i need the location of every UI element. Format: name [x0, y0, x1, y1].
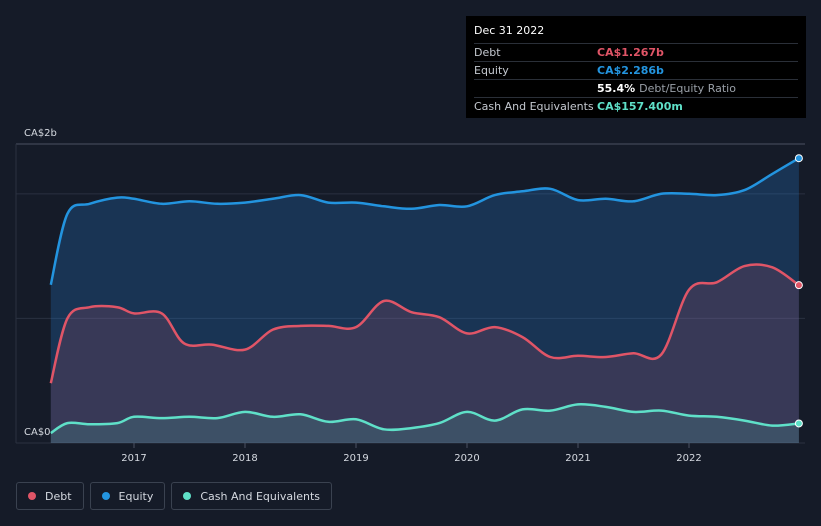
- legend-cash-label: Cash And Equivalents: [200, 489, 320, 503]
- x-axis-ticks: 2017 2018 2019 2020 2021 2022: [121, 443, 702, 464]
- legend-debt-label: Debt: [45, 489, 72, 503]
- debt-end-marker: [794, 281, 803, 290]
- x-tick-label: 2022: [676, 453, 701, 464]
- tooltip-ratio-value: 55.4%: [597, 82, 636, 95]
- tooltip-cash-label: Cash And Equivalents: [474, 100, 594, 113]
- debt-dot-icon: [28, 492, 36, 500]
- tooltip-ratio-text: Debt/Equity Ratio: [639, 82, 736, 95]
- tooltip-date: Dec 31 2022: [474, 24, 545, 37]
- tooltip-debt-value: CA$1.267b: [597, 46, 664, 59]
- x-tick-label: 2020: [454, 453, 479, 464]
- tooltip-row-ratio: 55.4% Debt/Equity Ratio: [474, 79, 798, 97]
- tooltip-debt-label: Debt: [474, 46, 501, 59]
- x-tick-label: 2018: [232, 453, 257, 464]
- tooltip-row-cash: Cash And Equivalents CA$157.400m: [474, 97, 798, 115]
- series-end-markers: [794, 154, 803, 428]
- debt-line: [49, 263, 800, 384]
- tooltip-equity-label: Equity: [474, 64, 509, 77]
- legend-item-debt[interactable]: Debt: [16, 482, 84, 510]
- x-tick-label: 2017: [121, 453, 146, 464]
- y-axis-min-label: CA$0: [24, 427, 51, 438]
- tooltip-equity-value: CA$2.286b: [597, 64, 664, 77]
- legend: Debt Equity Cash And Equivalents: [16, 482, 332, 510]
- legend-item-equity[interactable]: Equity: [89, 482, 166, 510]
- cash-and-equivalents-line: [50, 403, 800, 435]
- series-lines: [49, 157, 800, 435]
- legend-item-cash[interactable]: Cash And Equivalents: [171, 482, 332, 510]
- debt-area: [50, 264, 799, 443]
- equity-dot-icon: [101, 492, 110, 500]
- cash-dot-icon: [183, 492, 192, 500]
- equity-end-marker: [794, 154, 803, 163]
- tooltip-panel: Dec 31 2022 Debt CA$1.267b Equity CA$2.2…: [466, 16, 806, 118]
- tooltip-row-debt: Debt CA$1.267b: [474, 43, 798, 61]
- legend-equity-label: Equity: [118, 489, 154, 503]
- cash-and-equivalents-end-marker: [794, 419, 803, 428]
- equity-area: [50, 158, 799, 443]
- equity-line: [49, 157, 800, 286]
- y-axis-max-label: CA$2b: [24, 128, 57, 139]
- x-tick-label: 2021: [565, 453, 590, 464]
- tooltip-row-equity: Equity CA$2.286b: [474, 61, 798, 79]
- series-areas: [50, 158, 799, 443]
- tooltip-cash-value: CA$157.400m: [597, 100, 683, 113]
- x-tick-label: 2019: [343, 453, 368, 464]
